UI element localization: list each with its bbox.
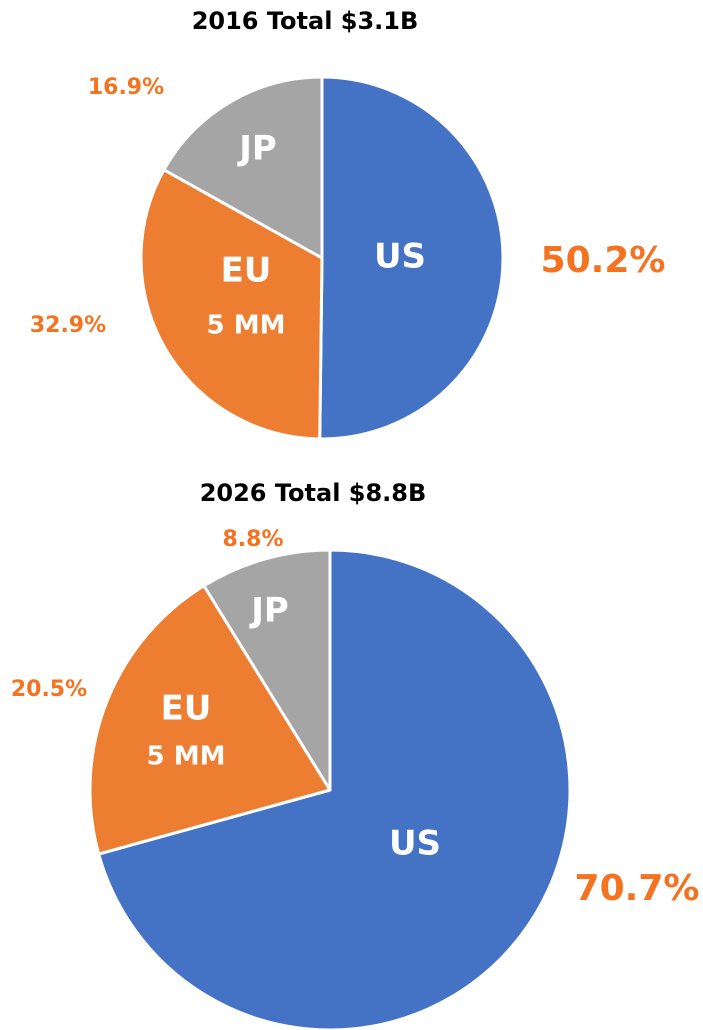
pie-slice [88, 584, 332, 856]
percent-label: 70.7% [575, 868, 700, 909]
slice-note: 5 MM [207, 311, 286, 341]
percent-label: 16.9% [88, 75, 164, 100]
slice-label: EU [161, 689, 212, 729]
pie-slice [318, 75, 505, 441]
pie-slice [162, 75, 324, 260]
percent-label: 8.8% [222, 527, 283, 552]
percent-label: 50.2% [541, 240, 666, 281]
pie-slice [202, 548, 332, 792]
chart-title: 2026 Total $8.8B [200, 479, 427, 507]
pie-slice [97, 548, 572, 1030]
slice-label: JP [249, 591, 289, 631]
chart-title: 2016 Total $3.1B [192, 7, 419, 35]
slice-label: EU [221, 251, 272, 291]
percent-label: 32.9% [30, 313, 106, 338]
slice-label: US [389, 824, 441, 864]
slice-label: US [374, 237, 426, 277]
pie-slice [139, 168, 324, 441]
slice-label: JP [237, 129, 277, 169]
percent-label: 20.5% [11, 677, 87, 702]
slice-note: 5 MM [147, 742, 226, 772]
